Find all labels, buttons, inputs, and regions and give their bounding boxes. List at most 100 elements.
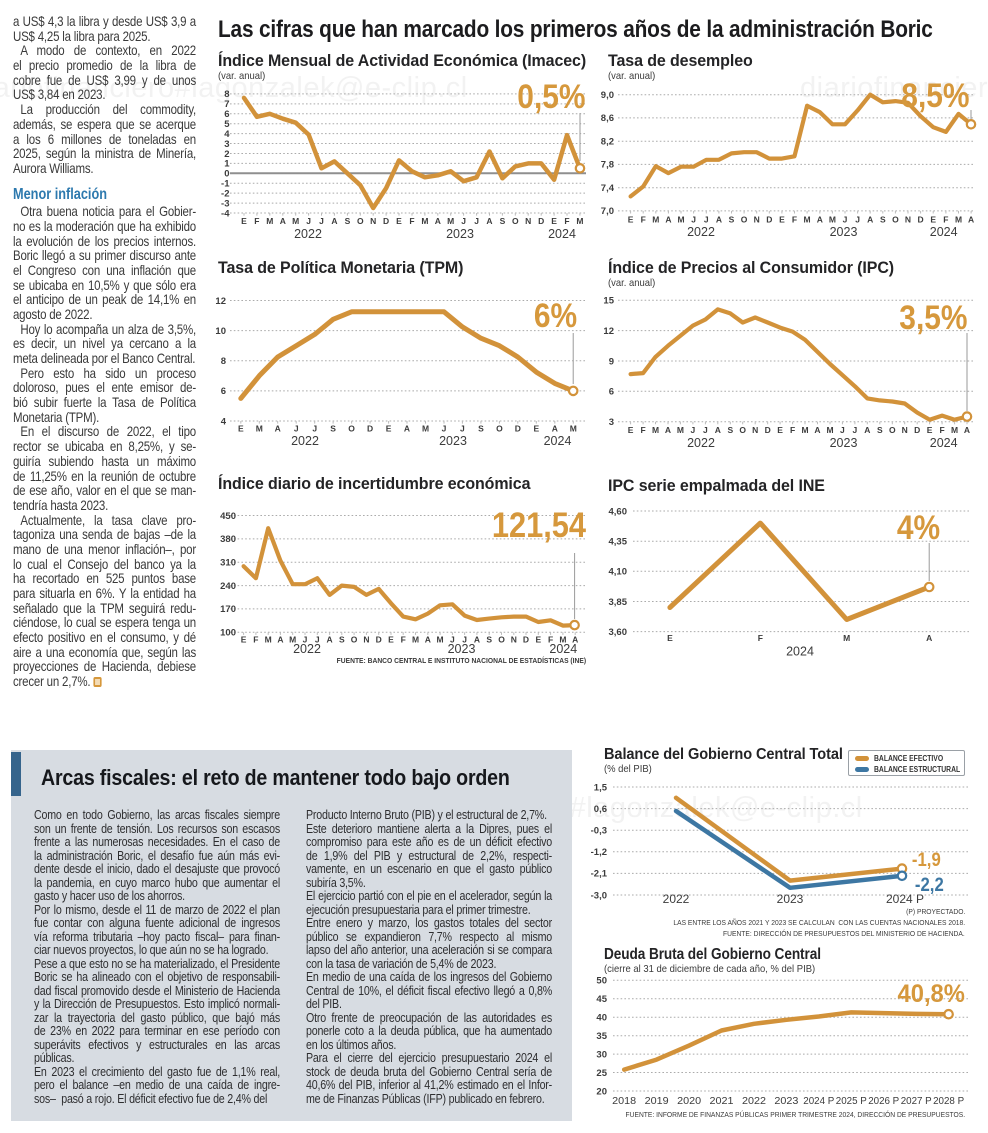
svg-text:A: A	[474, 635, 480, 645]
svg-text:F: F	[758, 633, 763, 643]
svg-text:4,10: 4,10	[609, 567, 628, 578]
svg-text:N: N	[525, 216, 531, 226]
svg-text:M: M	[421, 216, 428, 226]
svg-text:F: F	[640, 425, 645, 435]
svg-text:S: S	[330, 424, 336, 434]
svg-text:J: J	[703, 425, 708, 435]
svg-text:J: J	[306, 216, 311, 226]
svg-text:3,60: 3,60	[609, 627, 628, 638]
svg-text:D: D	[918, 215, 924, 225]
svg-text:N: N	[370, 216, 376, 226]
svg-text:E: E	[667, 633, 673, 643]
svg-text:M: M	[829, 215, 836, 225]
svg-text:D: D	[383, 216, 389, 226]
svg-text:2021: 2021	[710, 1096, 734, 1107]
svg-text:M: M	[447, 216, 454, 226]
svg-text:2027 P: 2027 P	[901, 1096, 932, 1107]
svg-text:J: J	[853, 425, 858, 435]
svg-text:4: 4	[221, 416, 227, 427]
svg-text:N: N	[754, 215, 760, 225]
svg-text:3: 3	[224, 139, 229, 150]
svg-text:-4: -4	[221, 208, 230, 219]
svg-text:2024: 2024	[930, 436, 958, 450]
svg-text:2022: 2022	[687, 436, 715, 450]
svg-text:A: A	[275, 424, 281, 434]
svg-text:380: 380	[220, 534, 236, 545]
svg-text:1,5: 1,5	[594, 782, 608, 793]
svg-text:2022: 2022	[294, 227, 322, 241]
svg-text:-3: -3	[221, 198, 229, 209]
svg-text:8,2: 8,2	[601, 137, 614, 148]
svg-text:S: S	[729, 215, 735, 225]
svg-text:E: E	[779, 215, 785, 225]
svg-text:E: E	[535, 635, 541, 645]
svg-text:170: 170	[220, 604, 236, 615]
svg-text:2023: 2023	[830, 225, 858, 239]
svg-text:15: 15	[603, 296, 614, 307]
svg-text:M: M	[955, 215, 962, 225]
svg-text:E: E	[388, 635, 394, 645]
svg-text:2024: 2024	[549, 642, 577, 656]
svg-text:A: A	[277, 635, 283, 645]
svg-text:N: N	[511, 635, 517, 645]
svg-text:2023: 2023	[446, 227, 474, 241]
svg-text:2020: 2020	[677, 1096, 701, 1107]
svg-text:F: F	[790, 425, 795, 435]
svg-text:-1: -1	[221, 179, 230, 190]
svg-text:2023: 2023	[830, 436, 858, 450]
svg-text:9,0: 9,0	[601, 90, 614, 101]
svg-text:F: F	[943, 215, 948, 225]
svg-text:6: 6	[609, 387, 614, 398]
svg-text:A: A	[926, 633, 932, 643]
svg-text:-0,3: -0,3	[591, 826, 607, 837]
svg-text:2023: 2023	[777, 892, 804, 906]
svg-text:J: J	[691, 215, 696, 225]
svg-text:D: D	[367, 424, 373, 434]
svg-text:A: A	[814, 425, 820, 435]
svg-text:A: A	[404, 424, 410, 434]
svg-text:A: A	[486, 216, 492, 226]
svg-text:2023: 2023	[439, 434, 467, 448]
svg-text:F: F	[641, 215, 646, 225]
svg-text:E: E	[241, 635, 247, 645]
svg-text:F: F	[254, 216, 259, 226]
svg-text:J: J	[315, 635, 320, 645]
svg-text:2022: 2022	[293, 642, 321, 656]
svg-text:A: A	[552, 424, 558, 434]
svg-text:0,6: 0,6	[594, 804, 607, 815]
svg-text:30: 30	[596, 1049, 607, 1060]
svg-text:S: S	[727, 425, 733, 435]
svg-text:F: F	[548, 635, 553, 645]
svg-text:2024: 2024	[786, 645, 814, 659]
svg-text:M: M	[265, 635, 272, 645]
svg-text:A: A	[665, 425, 671, 435]
svg-text:A: A	[327, 635, 333, 645]
svg-text:2023: 2023	[774, 1096, 798, 1107]
svg-text:2024: 2024	[544, 434, 572, 448]
svg-text:7: 7	[224, 99, 229, 110]
svg-text:4,35: 4,35	[609, 537, 628, 548]
svg-text:E: E	[238, 424, 244, 434]
svg-text:M: M	[951, 425, 958, 435]
svg-text:E: E	[386, 424, 392, 434]
svg-text:M: M	[422, 424, 429, 434]
svg-text:M: M	[826, 425, 833, 435]
svg-text:4,60: 4,60	[609, 506, 628, 517]
svg-text:O: O	[351, 635, 358, 645]
svg-text:E: E	[396, 216, 402, 226]
svg-text:-2,1: -2,1	[591, 869, 608, 880]
svg-text:40: 40	[596, 1013, 607, 1024]
svg-text:M: M	[292, 216, 299, 226]
svg-text:O: O	[348, 424, 355, 434]
svg-text:7,4: 7,4	[601, 183, 615, 194]
svg-text:M: M	[437, 635, 444, 645]
svg-text:2019: 2019	[645, 1096, 669, 1107]
svg-text:A: A	[964, 425, 970, 435]
svg-text:35: 35	[596, 1031, 607, 1042]
svg-text:M: M	[843, 633, 850, 643]
svg-text:O: O	[512, 216, 519, 226]
svg-text:7,8: 7,8	[601, 160, 614, 171]
svg-text:10: 10	[215, 326, 226, 337]
svg-text:E: E	[927, 425, 933, 435]
svg-text:S: S	[339, 635, 345, 645]
